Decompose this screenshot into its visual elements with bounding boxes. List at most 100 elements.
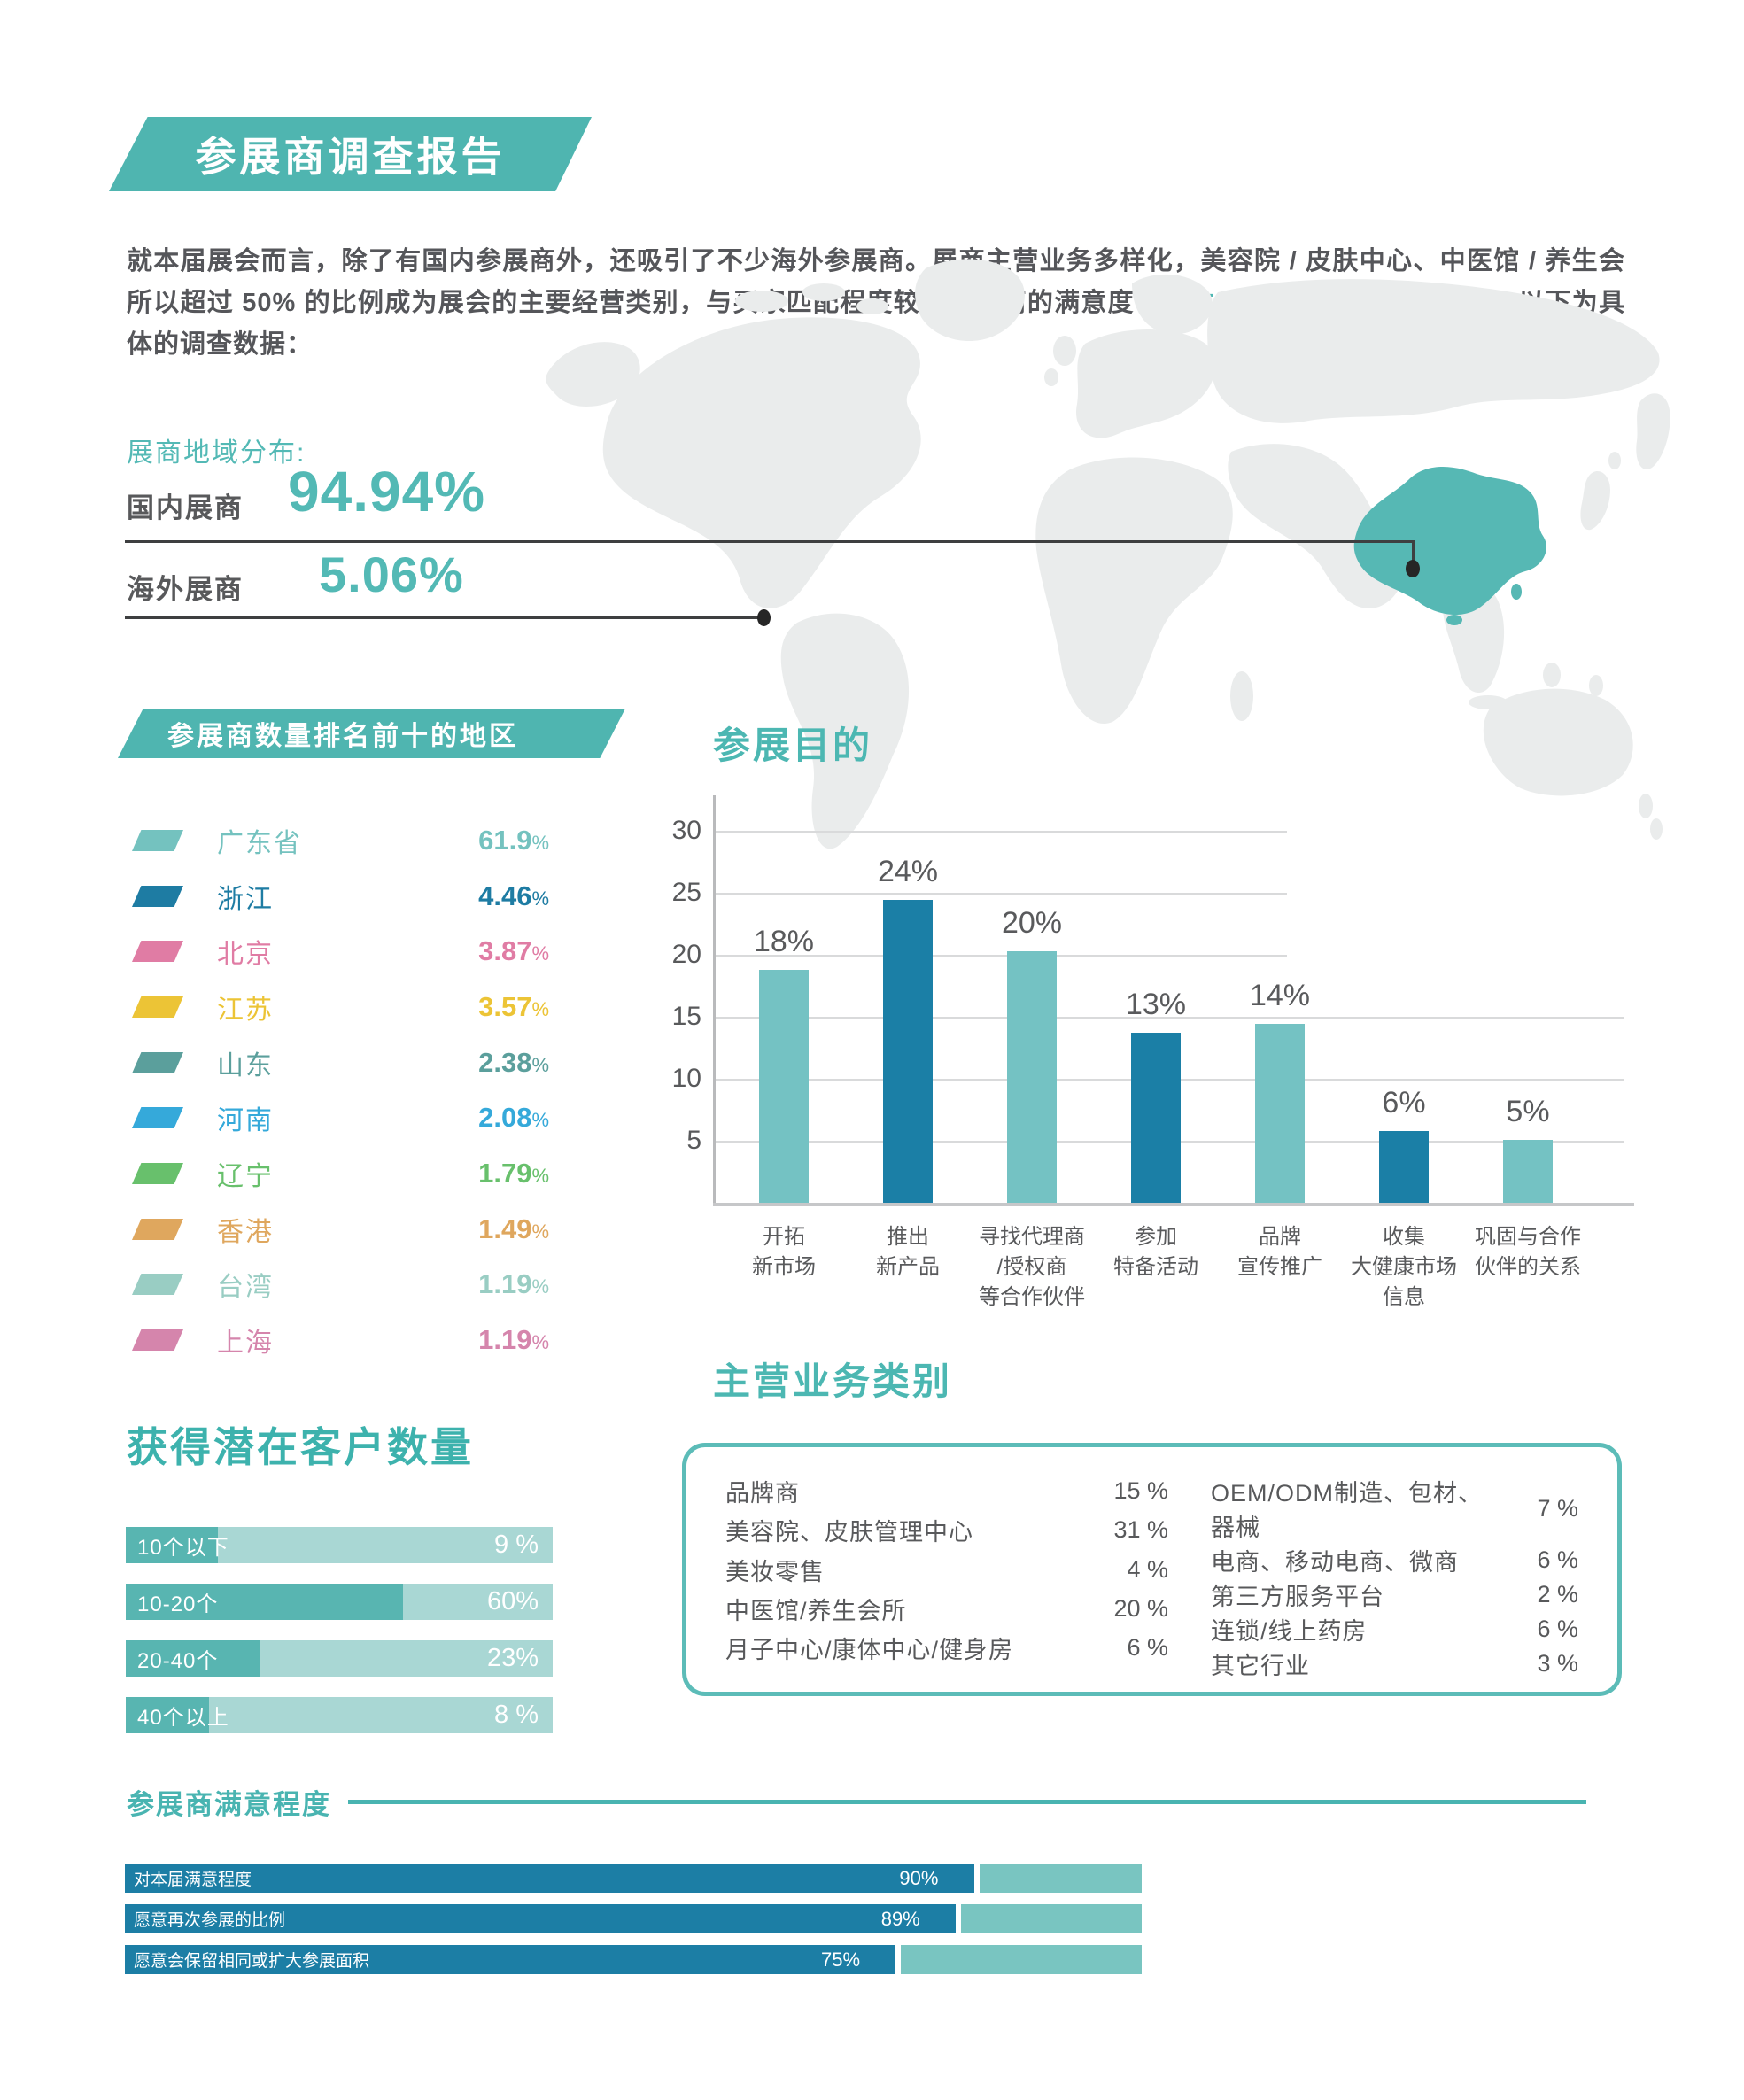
business-right-column: OEM/ODM制造、包材、器械 7 % 电商、移动电商、微商 6 % 第三方服务平台… xyxy=(1211,1474,1578,1679)
satisfaction-divider xyxy=(348,1800,1586,1804)
bar-category-label: 开拓 新市场 xyxy=(752,1225,816,1280)
customers-bar-fill xyxy=(126,1584,404,1620)
satisfaction-bar-rest xyxy=(979,1864,1142,1893)
overseas-map-dot xyxy=(757,609,771,626)
page-title-banner: 参展商调查报告 xyxy=(109,117,592,191)
top-regions-title: 参展商数量排名前十的地区 xyxy=(167,722,518,751)
customers-title: 获得潜在客户数量 xyxy=(127,1424,474,1470)
bar-category-label: 收集 大健康市场 信息 xyxy=(1351,1225,1457,1310)
satisfaction-bar-fill xyxy=(125,1904,956,1933)
legend-swatch xyxy=(132,1107,183,1128)
business-row: 品牌商 15 % xyxy=(725,1477,1168,1507)
customers-bar: 40个以上 8 % xyxy=(126,1697,553,1733)
legend-value: 1.49% xyxy=(478,1213,549,1244)
customers-bar-label: 20-40个 xyxy=(137,1649,219,1673)
legend-label: 山东 xyxy=(217,1051,274,1081)
bar-value-label: 6% xyxy=(1382,1086,1426,1120)
satisfaction-bar-fill xyxy=(125,1945,896,1974)
bar-collect-info xyxy=(1379,1131,1429,1203)
china-map-dot xyxy=(1406,560,1420,577)
legend-label: 江苏 xyxy=(217,996,274,1025)
bar-value-label: 5% xyxy=(1506,1095,1550,1128)
customers-bar-label: 10个以下 xyxy=(137,1536,229,1560)
bar-category-label: 寻找代理商 /授权商 等合作伙伴 xyxy=(979,1225,1085,1310)
x-axis xyxy=(713,1203,1634,1206)
legend-swatch xyxy=(132,1219,183,1240)
legend-value: 1.19% xyxy=(478,1268,549,1299)
legend-label: 广东省 xyxy=(217,829,302,858)
customers-bar-fill xyxy=(126,1697,209,1733)
business-row: 美妆零售 4 % xyxy=(725,1555,1168,1585)
business-row: 第三方服务平台 2 % xyxy=(1211,1581,1578,1610)
y-tick: 10 xyxy=(671,1064,701,1093)
business-row: 连锁/线上药房 6 % xyxy=(1211,1616,1578,1645)
legend-row: 山东 2.38% xyxy=(132,1042,549,1083)
legend-value: 1.19% xyxy=(478,1324,549,1355)
domestic-value: 94.94% xyxy=(288,460,486,523)
legend-label: 河南 xyxy=(217,1106,274,1135)
legend-label: 北京 xyxy=(217,940,274,969)
overseas-connector-line xyxy=(125,616,764,619)
customers-bar: 20-40个 23% xyxy=(126,1640,553,1677)
domestic-connector-line xyxy=(125,540,1414,543)
purpose-bar-chart: 30 25 20 15 10 5 18% 24% 20% 13% 14% 6% … xyxy=(655,788,1665,1337)
bar-find-agents xyxy=(1007,951,1057,1203)
page-title: 参展商调查报告 xyxy=(195,134,506,180)
bar-category-label: 参加 特备活动 xyxy=(1113,1225,1198,1280)
legend-label: 台湾 xyxy=(217,1273,274,1302)
legend-value: 2.08% xyxy=(478,1102,549,1133)
business-left-column: 品牌商 15 % 美容院、皮肤管理中心 31 % 美妆零售 4 % 中医馆/养生会所 2… xyxy=(725,1474,1168,1665)
legend-value: 3.57% xyxy=(478,991,549,1022)
bar-value-label: 14% xyxy=(1249,979,1311,1012)
bar-category-label: 品牌 宣传推广 xyxy=(1237,1225,1322,1280)
y-tick: 25 xyxy=(671,878,701,907)
gridline-30 xyxy=(716,831,1287,833)
top-regions-banner: 参展商数量排名前十的地区 xyxy=(118,709,625,758)
purpose-chart-title: 参展目的 xyxy=(713,725,873,766)
world-map xyxy=(546,259,1670,849)
legend-label: 香港 xyxy=(217,1218,274,1247)
satisfaction-bar-rest xyxy=(960,1904,1142,1933)
domestic-connector-drop xyxy=(1412,540,1415,567)
customers-bar-value: 23% xyxy=(486,1644,539,1672)
legend-swatch xyxy=(132,1163,183,1184)
legend-row: 广东省 61.9% xyxy=(132,820,549,861)
legend-swatch xyxy=(132,1274,183,1295)
bar-value-label: 13% xyxy=(1125,988,1187,1021)
bar-value-label: 24% xyxy=(877,855,939,888)
customers-bar-value: 9 % xyxy=(494,1530,539,1559)
satisfaction-bar-label: 对本届满意程度 xyxy=(134,1871,252,1889)
bar-new-products xyxy=(883,900,933,1203)
customers-bar-fill xyxy=(126,1640,260,1677)
business-row: 美容院、皮肤管理中心 31 % xyxy=(725,1516,1168,1546)
legend-swatch xyxy=(132,886,183,907)
gridline-20 xyxy=(716,955,1287,957)
legend-row: 江苏 3.57% xyxy=(132,987,549,1027)
customers-bar-fill xyxy=(126,1527,218,1563)
y-tick: 5 xyxy=(686,1126,701,1155)
bar-partnerships xyxy=(1503,1140,1553,1203)
legend-swatch xyxy=(132,1052,183,1073)
satisfaction-bar-fill xyxy=(125,1864,974,1893)
legend-row: 北京 3.87% xyxy=(132,931,549,972)
legend-value: 4.46% xyxy=(478,880,549,911)
legend-swatch xyxy=(132,996,183,1018)
customers-bar-value: 8 % xyxy=(494,1701,539,1729)
legend-label: 辽宁 xyxy=(217,1162,274,1191)
legend-row: 河南 2.08% xyxy=(132,1097,549,1138)
y-tick: 15 xyxy=(671,1002,701,1031)
satisfaction-bar-label: 愿意会保留相同或扩大参展面积 xyxy=(134,1952,370,1971)
satisfaction-bar: 对本届满意程度 90% xyxy=(125,1864,1142,1893)
y-tick: 20 xyxy=(671,940,701,969)
legend-value: 61.9% xyxy=(478,825,549,856)
bar-category-label: 巩固与合作 伙伴的关系 xyxy=(1475,1225,1581,1280)
overseas-label: 海外展商 xyxy=(127,574,244,605)
customers-bar-label: 40个以上 xyxy=(137,1706,229,1730)
legend-swatch xyxy=(132,830,183,851)
satisfaction-bar-label: 愿意再次参展的比例 xyxy=(134,1911,286,1930)
business-row: 电商、移动电商、微商 6 % xyxy=(1211,1546,1578,1576)
business-row: 其它行业 3 % xyxy=(1211,1650,1578,1679)
satisfaction-bar: 愿意会保留相同或扩大参展面积 75% xyxy=(125,1945,1142,1974)
gridline-25 xyxy=(716,893,1287,895)
